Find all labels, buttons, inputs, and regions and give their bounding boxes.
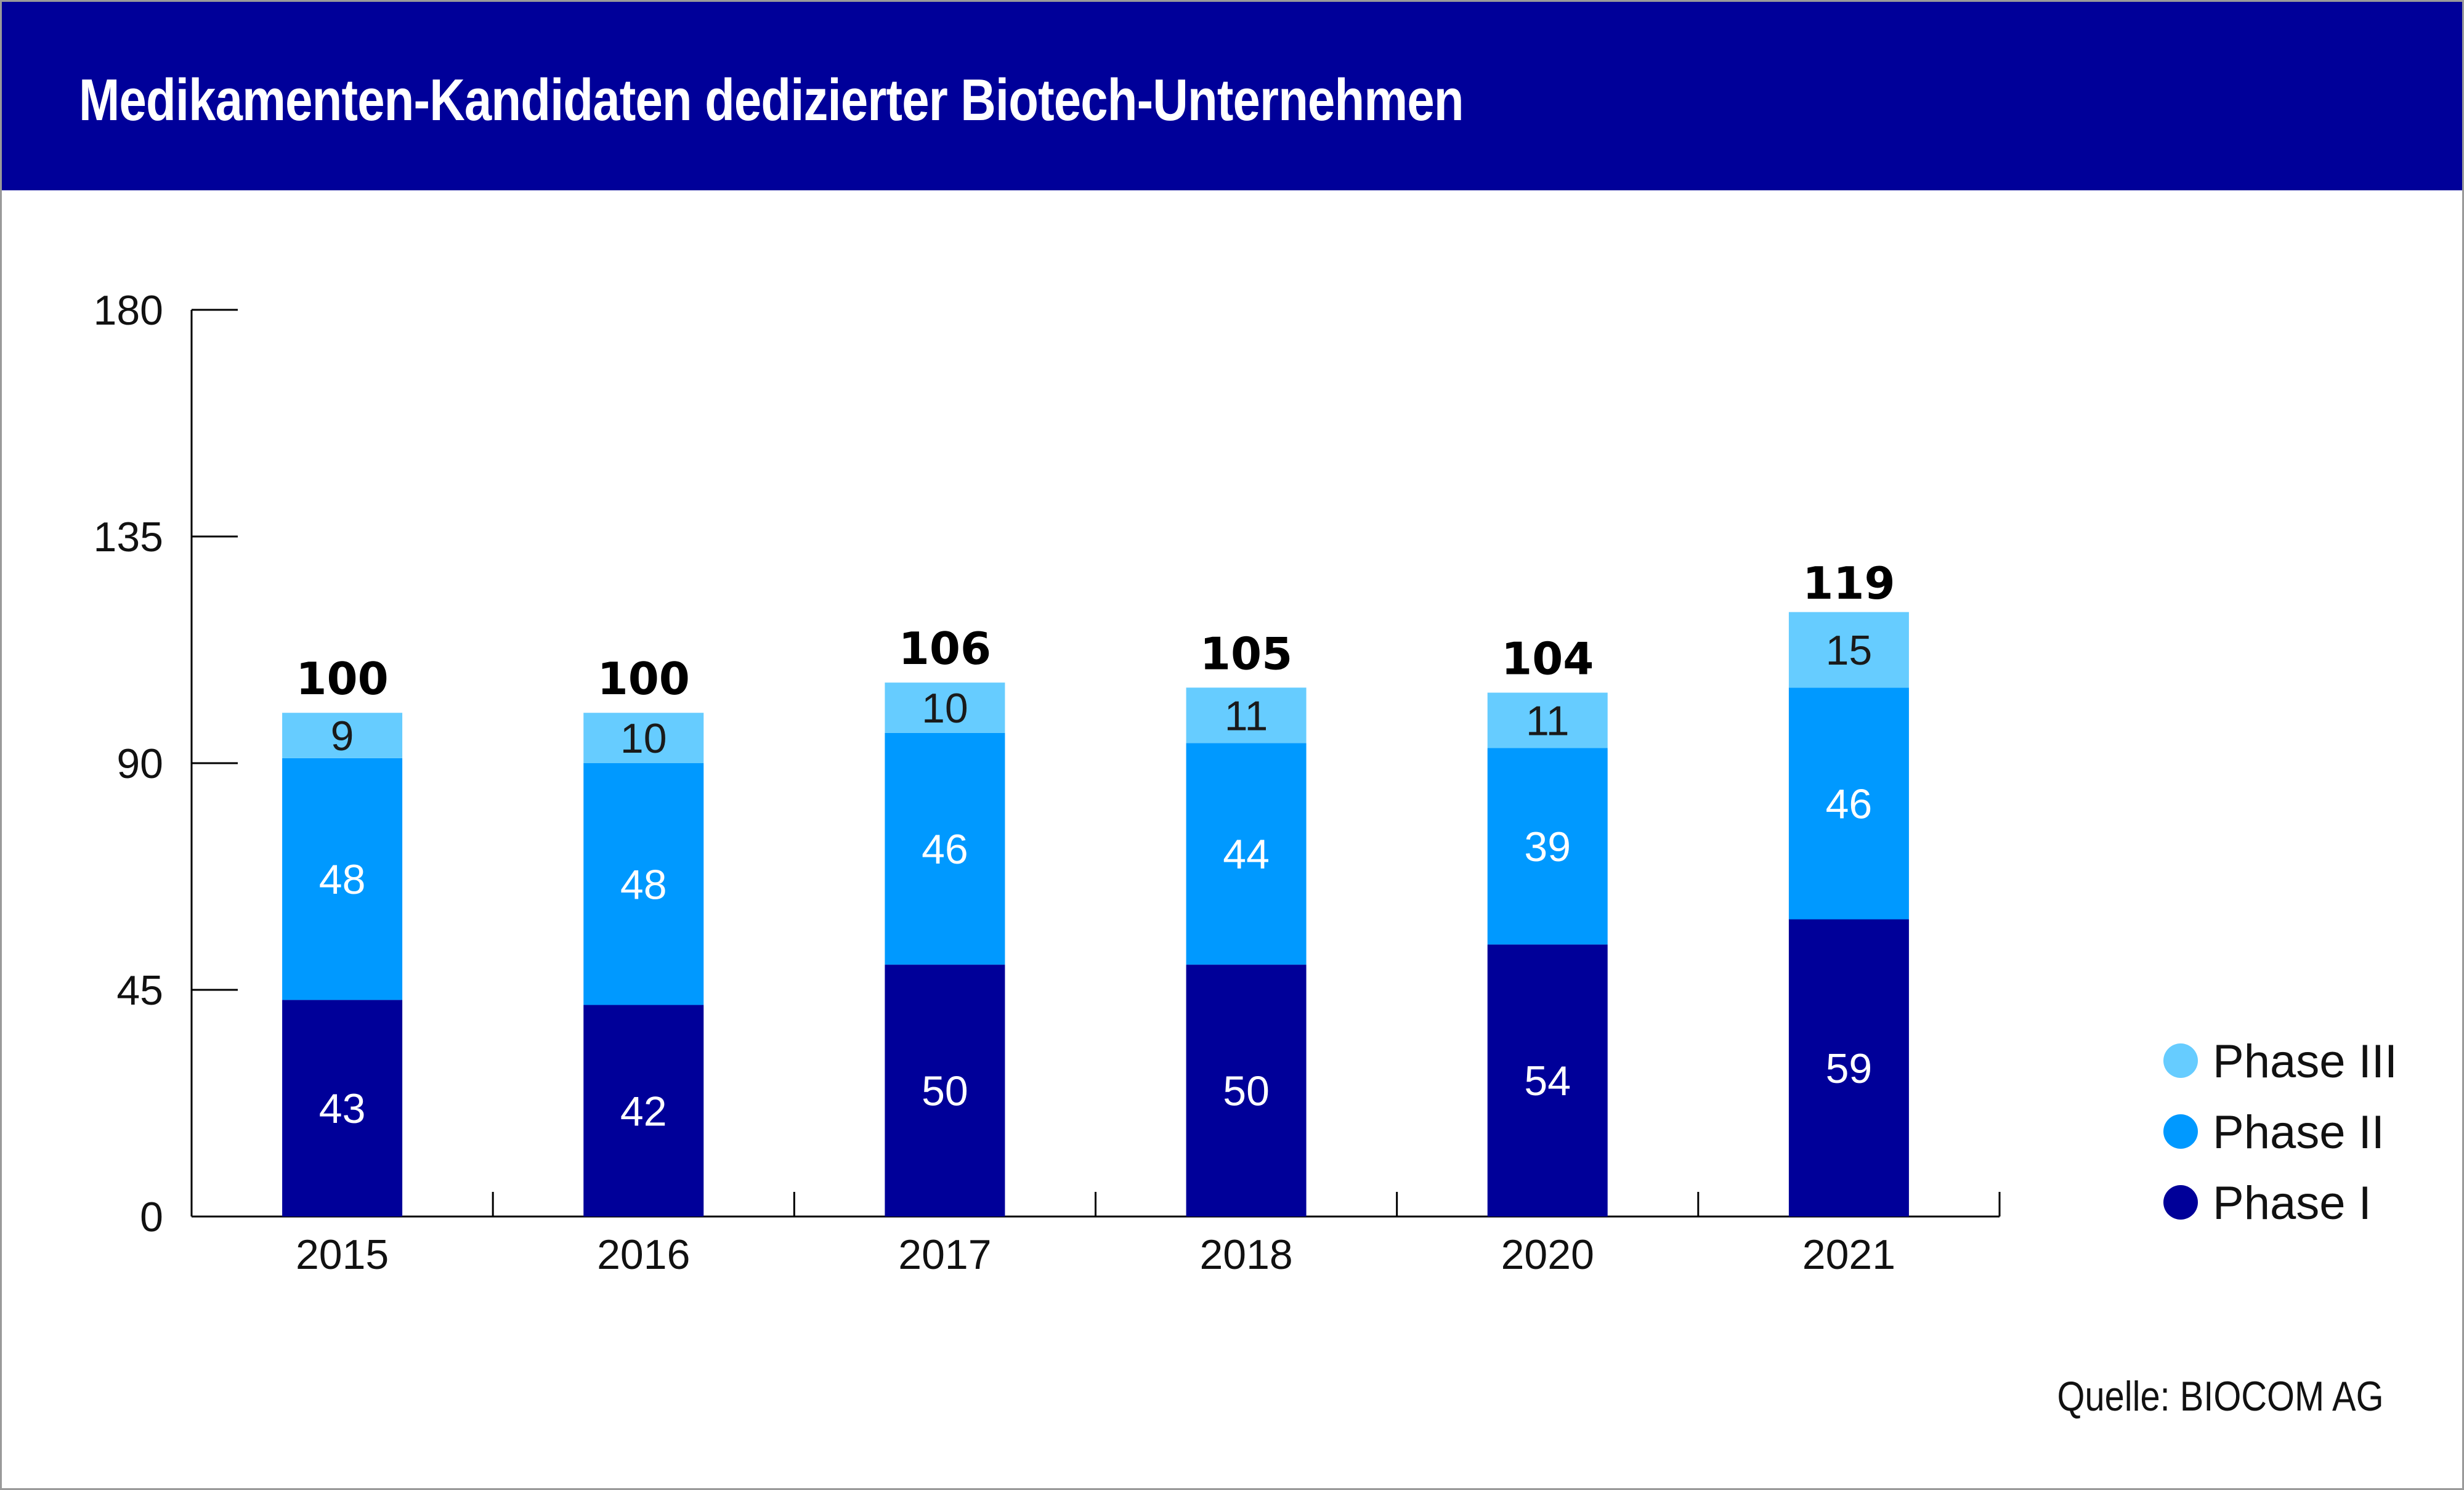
bars: 43 48 9 100 42 48 10 100 50 46 10 106 50 44 11 105 54 39 1… — [282, 557, 1909, 1217]
legend-swatch — [2163, 1114, 2198, 1149]
data-label: 11 — [1225, 692, 1268, 739]
y-tick-label: 180 — [94, 287, 163, 334]
data-label: 44 — [1223, 831, 1270, 878]
data-label: 9 — [331, 713, 354, 759]
x-tick-label: 2018 — [1199, 1231, 1292, 1278]
bar-segment-phase-iii — [885, 682, 1005, 733]
bar-segment-phase-i — [1487, 944, 1608, 1217]
x-tick-label: 2020 — [1501, 1231, 1594, 1278]
bar-segment-phase-iii — [1788, 612, 1909, 688]
total-label: 105 — [1200, 628, 1292, 679]
legend: Phase III Phase II Phase I — [2163, 1035, 2397, 1229]
data-label: 46 — [922, 826, 968, 873]
legend-swatch — [2163, 1043, 2198, 1078]
bar-segment-phase-i — [282, 1000, 403, 1217]
total-label: 106 — [899, 623, 991, 674]
data-label: 15 — [1826, 627, 1873, 674]
x-tick-label: 2017 — [898, 1231, 991, 1278]
data-label: 10 — [922, 685, 968, 732]
legend-label: Phase I — [2213, 1177, 2372, 1229]
data-label: 10 — [620, 715, 667, 762]
axes: 0 45 90 135 180 2015 2016 2017 2018 2020 2021 — [94, 287, 2001, 1278]
bar-segment-phase-ii — [583, 763, 704, 1005]
y-tick-label: 135 — [94, 514, 163, 561]
data-label: 48 — [620, 861, 667, 908]
bar-segment-phase-i — [583, 1005, 704, 1217]
y-tick-label: 0 — [140, 1194, 163, 1241]
bar-segment-phase-ii — [885, 732, 1005, 965]
data-label: 50 — [922, 1068, 968, 1115]
data-label: 54 — [1524, 1058, 1571, 1104]
chart-title: Medikamenten-Kandidaten dedizierter Biot… — [79, 67, 1464, 133]
data-label: 50 — [1223, 1068, 1270, 1115]
data-label: 42 — [620, 1088, 667, 1135]
bar-segment-phase-ii — [1487, 748, 1608, 945]
bar-segment-phase-i — [885, 965, 1005, 1217]
legend-label: Phase II — [2213, 1106, 2385, 1159]
bar-segment-phase-iii — [583, 713, 704, 763]
x-tick-label: 2021 — [1802, 1231, 1895, 1278]
x-tick-label: 2016 — [597, 1231, 690, 1278]
total-label: 119 — [1802, 557, 1895, 609]
total-label: 100 — [598, 653, 690, 705]
x-tick-label: 2015 — [296, 1231, 389, 1278]
y-tick-label: 90 — [116, 740, 163, 787]
bar-segment-phase-iii — [282, 713, 403, 758]
bar-segment-phase-i — [1186, 965, 1307, 1217]
source-note: Quelle: BIOCOM AG — [2057, 1373, 2384, 1420]
data-label: 46 — [1826, 780, 1873, 827]
data-label: 48 — [319, 856, 366, 903]
total-label: 100 — [296, 653, 388, 705]
y-tick-label: 45 — [116, 967, 163, 1014]
title-bar: Medikamenten-Kandidaten dedizierter Biot… — [2, 2, 2462, 190]
legend-swatch — [2163, 1185, 2198, 1220]
total-label: 104 — [1501, 633, 1594, 685]
data-label: 43 — [319, 1085, 366, 1132]
data-label: 11 — [1526, 697, 1570, 744]
legend-label: Phase III — [2213, 1035, 2397, 1088]
data-label: 39 — [1524, 824, 1571, 870]
bar-segment-phase-iii — [1186, 687, 1307, 743]
data-label: 59 — [1826, 1045, 1873, 1092]
bar-segment-phase-iii — [1487, 692, 1608, 748]
bar-segment-phase-ii — [1788, 687, 1909, 920]
bar-segment-phase-ii — [282, 758, 403, 1000]
bar-segment-phase-ii — [1186, 743, 1307, 965]
bar-segment-phase-i — [1788, 919, 1909, 1217]
